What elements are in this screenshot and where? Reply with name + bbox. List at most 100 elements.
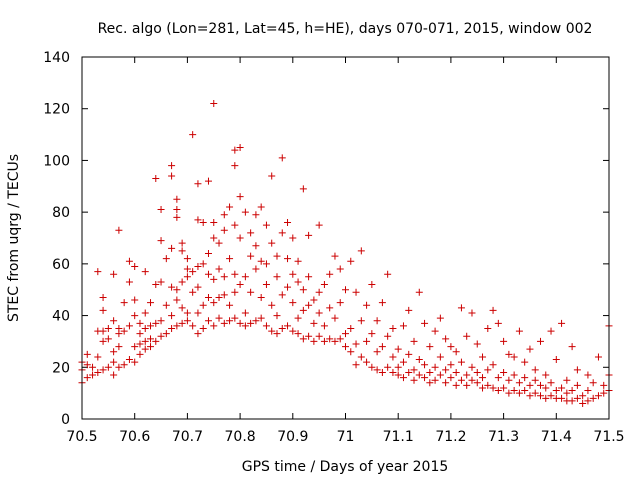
data-point bbox=[447, 361, 455, 369]
data-point bbox=[83, 374, 91, 382]
data-point bbox=[83, 361, 91, 369]
data-point bbox=[384, 270, 392, 278]
data-point bbox=[147, 343, 155, 351]
data-point bbox=[310, 319, 318, 327]
data-point bbox=[431, 327, 439, 335]
data-point bbox=[284, 255, 292, 263]
data-point bbox=[110, 270, 118, 278]
data-point bbox=[147, 299, 155, 307]
data-points bbox=[78, 100, 613, 407]
data-point bbox=[552, 387, 560, 395]
data-point bbox=[173, 322, 181, 330]
data-point bbox=[241, 309, 249, 317]
data-point bbox=[273, 273, 281, 281]
data-point bbox=[173, 206, 181, 214]
data-point bbox=[136, 350, 144, 358]
data-point bbox=[94, 353, 102, 361]
x-tick-label: 70.6 bbox=[119, 429, 150, 445]
data-point bbox=[204, 270, 212, 278]
data-point bbox=[436, 371, 444, 379]
data-point bbox=[215, 314, 223, 322]
data-point bbox=[515, 389, 523, 397]
data-point bbox=[389, 353, 397, 361]
data-point bbox=[573, 381, 581, 389]
data-point bbox=[199, 218, 207, 226]
data-point bbox=[199, 301, 207, 309]
data-point bbox=[568, 397, 576, 405]
data-point bbox=[141, 345, 149, 353]
data-point bbox=[421, 319, 429, 327]
data-point bbox=[468, 309, 476, 317]
data-point bbox=[415, 288, 423, 296]
data-point bbox=[410, 376, 418, 384]
data-point bbox=[262, 260, 270, 268]
data-point bbox=[178, 319, 186, 327]
x-tick-label: 71.3 bbox=[488, 429, 519, 445]
data-point bbox=[157, 237, 165, 245]
data-point bbox=[284, 218, 292, 226]
data-point bbox=[89, 371, 97, 379]
data-point bbox=[125, 356, 133, 364]
data-point bbox=[168, 244, 176, 252]
data-point bbox=[168, 162, 176, 170]
data-point bbox=[489, 361, 497, 369]
data-point bbox=[189, 288, 197, 296]
data-point bbox=[157, 206, 165, 214]
x-tick-label: 71.1 bbox=[383, 429, 414, 445]
data-point bbox=[305, 273, 313, 281]
data-point bbox=[83, 350, 91, 358]
data-point bbox=[531, 366, 539, 374]
data-point bbox=[399, 374, 407, 382]
data-point bbox=[157, 332, 165, 340]
data-point bbox=[347, 325, 355, 332]
data-point bbox=[442, 335, 450, 343]
data-point bbox=[415, 371, 423, 379]
data-point bbox=[563, 376, 571, 384]
data-point bbox=[484, 381, 492, 389]
data-point bbox=[194, 283, 202, 291]
data-point bbox=[547, 379, 555, 387]
data-point bbox=[273, 312, 281, 320]
data-point bbox=[378, 299, 386, 307]
data-point bbox=[236, 144, 244, 151]
data-point bbox=[226, 301, 234, 309]
data-point bbox=[542, 371, 550, 379]
data-point bbox=[315, 309, 323, 317]
data-point bbox=[220, 291, 228, 299]
data-point bbox=[125, 322, 133, 330]
x-tick-label: 71.2 bbox=[435, 429, 466, 445]
data-point bbox=[131, 262, 139, 270]
data-point bbox=[236, 193, 244, 201]
data-point bbox=[479, 384, 487, 392]
data-point bbox=[342, 286, 349, 294]
data-point bbox=[515, 379, 523, 387]
data-point bbox=[278, 154, 286, 162]
data-point bbox=[352, 361, 360, 369]
data-point bbox=[347, 348, 355, 356]
data-point bbox=[210, 275, 218, 283]
data-point bbox=[204, 177, 212, 185]
data-point bbox=[473, 368, 481, 376]
data-point bbox=[257, 203, 265, 211]
data-point bbox=[394, 345, 402, 353]
data-point bbox=[115, 363, 123, 371]
data-point bbox=[536, 381, 544, 389]
data-point bbox=[136, 340, 144, 348]
data-point bbox=[136, 319, 144, 327]
data-point bbox=[178, 239, 186, 247]
data-point bbox=[384, 363, 392, 371]
data-point bbox=[294, 257, 302, 265]
data-point bbox=[447, 374, 455, 382]
data-point bbox=[278, 291, 286, 299]
data-point bbox=[110, 317, 118, 325]
data-point bbox=[152, 337, 160, 345]
data-point bbox=[252, 211, 260, 219]
data-point bbox=[257, 257, 265, 265]
x-tick-label: 70.5 bbox=[66, 429, 97, 445]
data-point bbox=[463, 371, 471, 379]
data-point bbox=[421, 361, 429, 369]
data-point bbox=[579, 392, 587, 400]
data-point bbox=[415, 356, 423, 364]
data-point bbox=[484, 366, 492, 374]
data-point bbox=[168, 325, 176, 332]
